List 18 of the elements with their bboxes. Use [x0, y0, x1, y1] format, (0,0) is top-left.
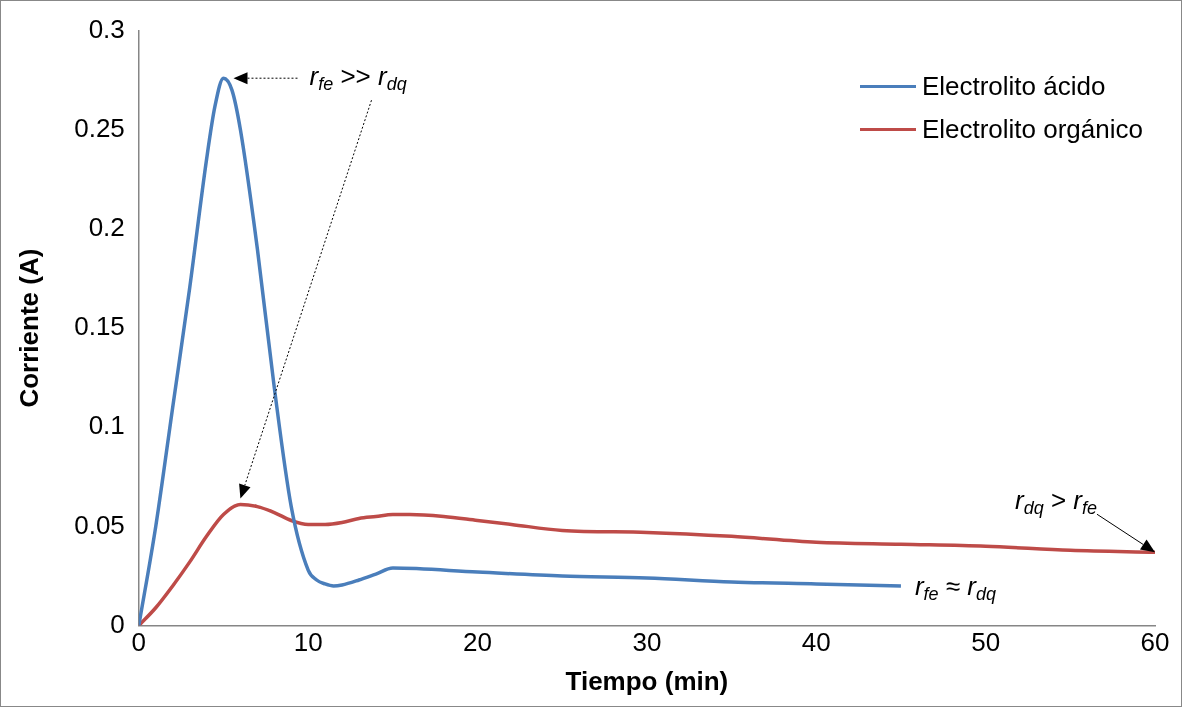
- y-tick-label: 0.2: [88, 212, 125, 243]
- x-tick-label: 20: [463, 627, 492, 658]
- x-tick-label: 10: [293, 627, 323, 658]
- x-axis-title: Tiempo (min): [565, 665, 729, 696]
- y-tick-label: 0.05: [74, 509, 125, 540]
- legend-label: Electrolito ácido: [921, 71, 1106, 102]
- y-axis-title: Corriente (A): [13, 248, 44, 408]
- y-tick-label: 0.15: [74, 311, 125, 342]
- y-tick-label: 0: [110, 608, 125, 639]
- legend-label: Electrolito orgánico: [921, 114, 1143, 145]
- x-tick-label: 50: [971, 627, 1001, 658]
- x-tick-label: 30: [632, 627, 662, 658]
- y-tick-label: 0.3: [88, 13, 125, 44]
- x-tick-label: 60: [1140, 627, 1170, 658]
- y-tick-label: 0.25: [74, 112, 125, 143]
- y-tick-label: 0.1: [88, 410, 125, 441]
- x-tick-label: 0: [131, 627, 147, 658]
- x-tick-label: 40: [801, 627, 831, 658]
